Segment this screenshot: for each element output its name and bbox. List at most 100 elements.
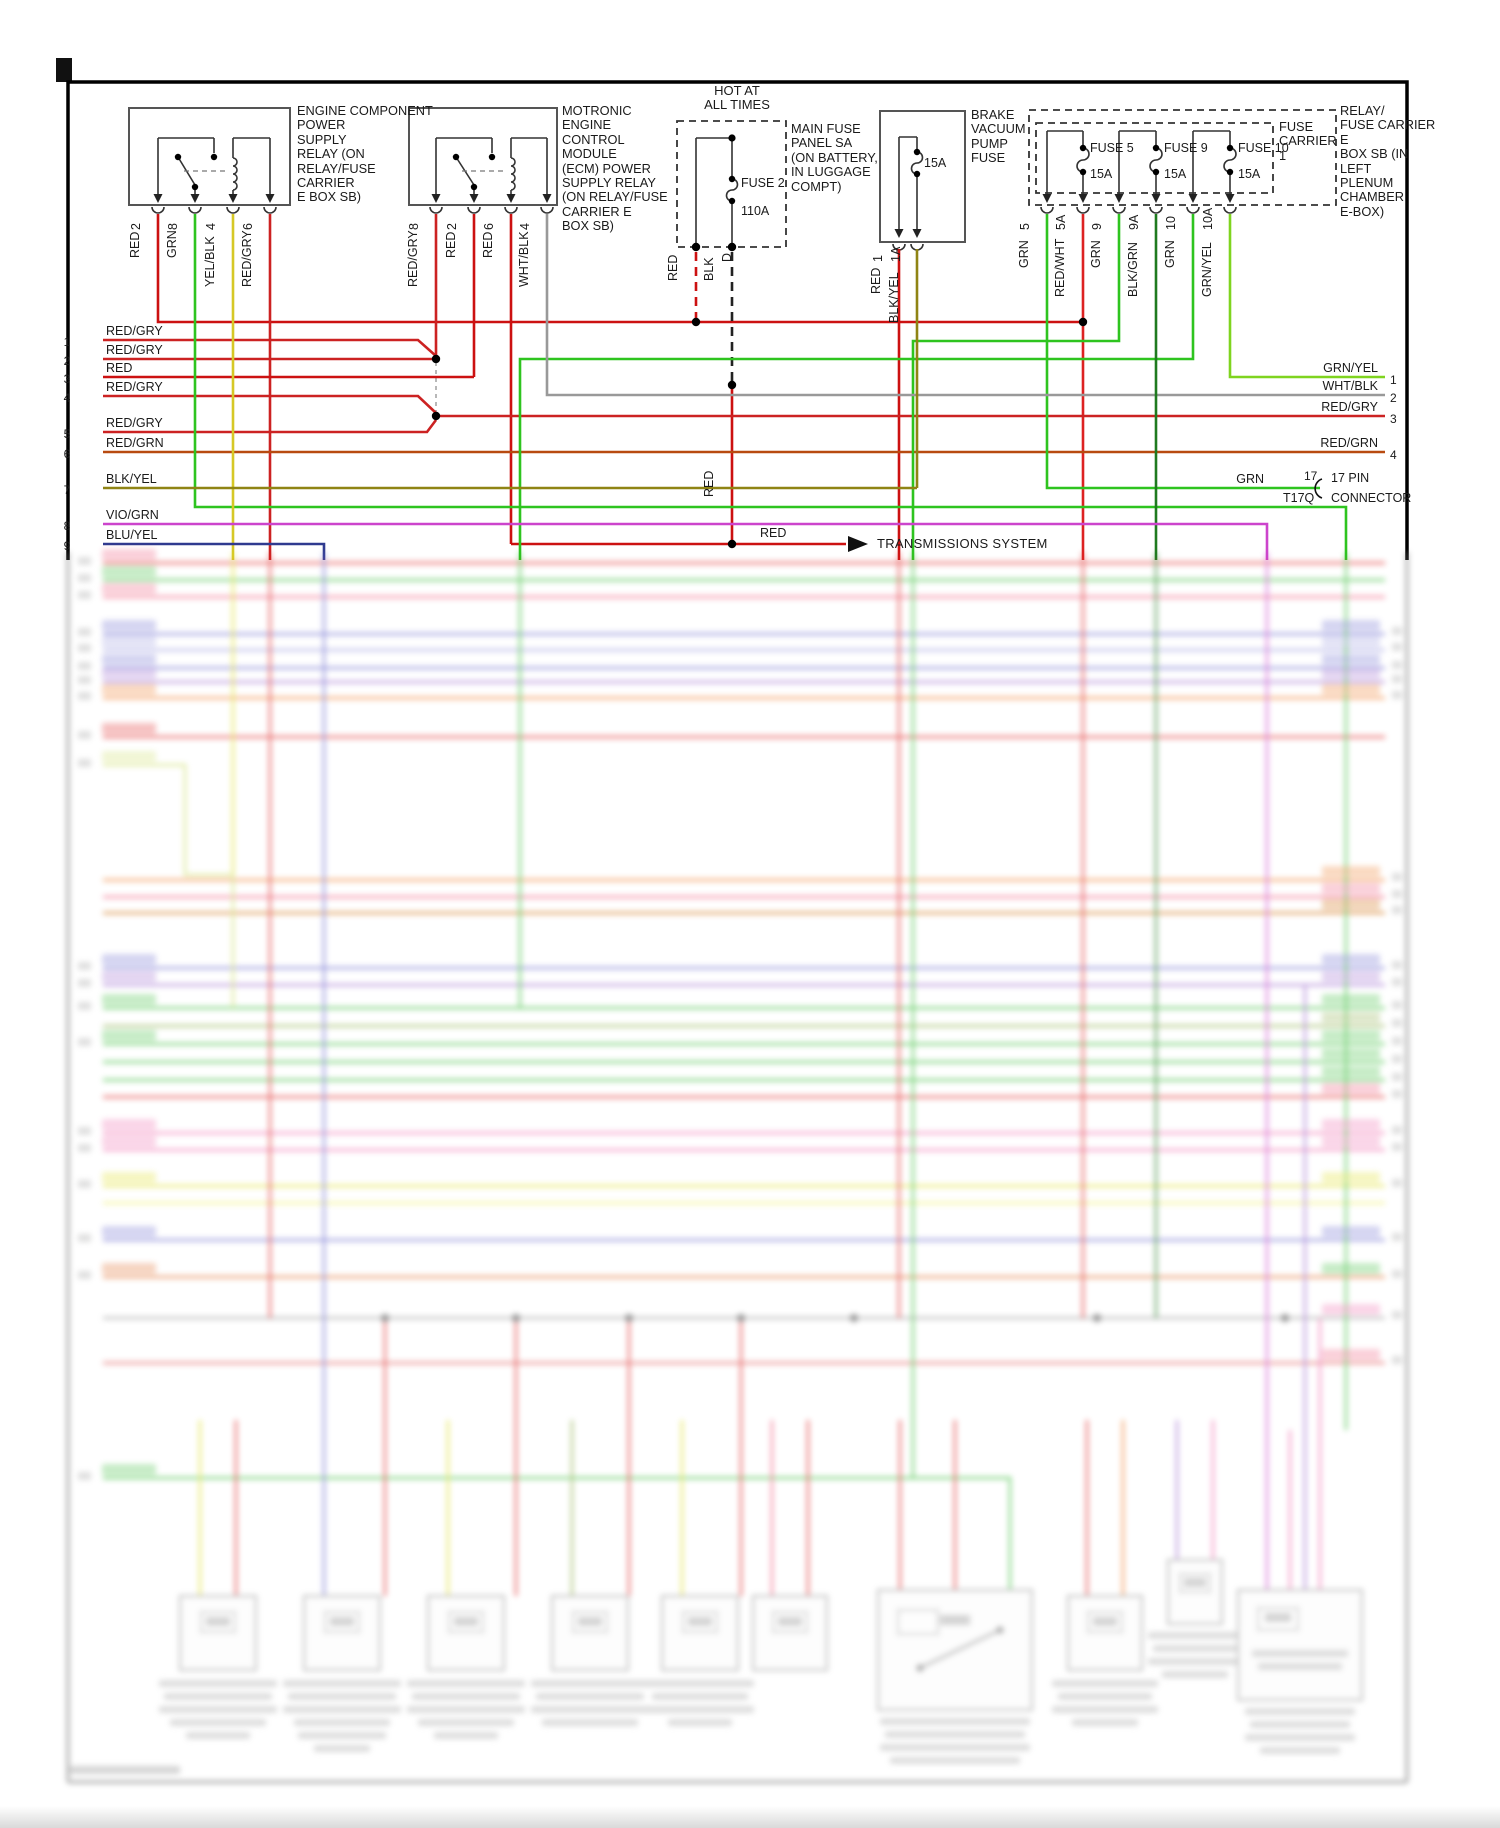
main-fuse-panel-label: MAIN FUSE PANEL SA (ON BATTERY, IN LUGGA… <box>791 121 878 194</box>
blurred-rows <box>103 561 1385 1480</box>
red-branch-label: RED <box>760 526 787 540</box>
component-blurred-9 <box>1148 1559 1242 1678</box>
scan-corner-mark <box>56 58 72 82</box>
wire-grn-fuse9 <box>911 214 1121 560</box>
brake-pump-fuse-rating: 15A <box>924 156 947 170</box>
blurred-junction-dots <box>381 1314 1289 1322</box>
t17q-line1: 17 PIN <box>1331 471 1370 485</box>
component-blurred-8 <box>1052 1595 1158 1726</box>
left-pin-number: 7 <box>63 483 71 497</box>
pin-number: 1 <box>871 255 885 262</box>
wire-label: RED <box>444 231 458 258</box>
wire-label: BLK/GRN <box>1126 242 1140 297</box>
pin-number: 9A <box>1127 214 1141 230</box>
wire-label: GRN <box>165 230 179 258</box>
component-blurred-2 <box>283 1595 401 1752</box>
blurred-copyright <box>70 1766 180 1774</box>
wire-grn-fuse10 <box>518 214 1195 560</box>
brake-pump-fuse-box <box>879 110 966 243</box>
wires <box>103 214 1385 560</box>
right-pin-number: 4 <box>1390 448 1397 462</box>
pin-number: 8 <box>407 223 421 230</box>
schematic-top <box>56 58 1409 560</box>
wire-label: GRN <box>1089 240 1103 268</box>
component-blurred-10 <box>1237 1589 1363 1754</box>
wire-label: GRN/YEL <box>1200 242 1214 297</box>
brake-pump-fuse-label: BRAKE VACUUM PUMP FUSE <box>971 107 1026 166</box>
left-wire-label: RED/GRY <box>106 380 163 394</box>
pin-number: 8 <box>166 223 180 230</box>
pin-number: 5A <box>1054 214 1068 230</box>
fuse-symbols <box>1076 147 1237 173</box>
transmissions-destination-label: TRANSMISSIONS SYSTEM <box>877 536 1048 551</box>
blurred-frame <box>66 552 1409 1784</box>
ecm-relay-box <box>408 107 558 206</box>
wire-label: WHT/BLK <box>517 231 531 287</box>
fuse2-rating: 110A <box>741 204 770 218</box>
left-pin-number: 4 <box>63 391 71 405</box>
component-blurred-1 <box>159 1595 277 1739</box>
wire-label: RED <box>481 231 495 258</box>
right-pin-number: 1 <box>1390 373 1397 387</box>
ecm-relay-label: MOTRONIC ENGINE CONTROL MODULE (ECM) POW… <box>562 103 668 234</box>
wire-label: RED/WHT <box>1053 238 1067 297</box>
fuse-symbol <box>725 178 739 202</box>
left-wire-label: RED <box>106 361 133 375</box>
pin-number: 5 <box>1018 223 1032 230</box>
wire-grn-relay1 <box>193 214 1348 560</box>
pin-number: 2 <box>129 223 143 230</box>
right-wire-label: RED/GRN <box>1320 436 1378 450</box>
engine-relay-label: ENGINE COMPONENT POWER SUPPLY RELAY (ON … <box>297 103 433 205</box>
fuse5-label: FUSE 5 <box>1090 141 1134 155</box>
left-pin-number: 6 <box>63 447 71 461</box>
pin-number: 4 <box>518 223 532 230</box>
pin-number: 1A <box>889 246 903 262</box>
fuse5-rating: 15A <box>1090 167 1113 181</box>
pin-number: 6 <box>482 223 496 230</box>
right-wire-label: WHT/BLK <box>1322 379 1378 393</box>
wire-label: RED/GRY <box>406 230 420 287</box>
left-pin-number: 5 <box>63 427 71 441</box>
component-boxes <box>128 107 966 243</box>
t17q-wire-label: GRN <box>1236 472 1264 486</box>
wire-redgry-group <box>103 214 1385 434</box>
left-wire-label: BLU/YEL <box>106 528 158 542</box>
right-pin-number: 3 <box>1390 412 1397 426</box>
wire-label: RED <box>128 231 142 258</box>
wire-label: GRN <box>1163 240 1177 268</box>
component-blurred-4 <box>531 1595 649 1726</box>
left-pin-number: 8 <box>63 519 71 533</box>
transmissions-arrow-icon <box>848 536 868 552</box>
pin-number: 6 <box>241 223 255 230</box>
blurred-left-pin-numbers <box>78 557 91 1480</box>
wire-red-bus <box>156 214 1083 324</box>
left-pin-number: 3 <box>63 372 71 386</box>
fuse-carrier-outer-box <box>1028 109 1337 206</box>
wire-label: RED <box>869 267 883 294</box>
blurred-right-pin-numbers <box>1392 627 1402 1364</box>
diagram-frame <box>66 80 1409 560</box>
component-blurred-7 <box>877 1589 1033 1764</box>
pin-number: 10 <box>1164 216 1178 230</box>
right-wire-label: GRN/YEL <box>1323 361 1378 375</box>
junction-dots <box>174 134 1234 549</box>
power-source-label: HOT AT ALL TIMES <box>704 83 770 112</box>
pin-connector-arcs <box>151 206 1237 251</box>
coil-symbol <box>510 157 516 191</box>
pin-number: 10A <box>1201 207 1215 230</box>
wire-grn-t17q <box>1045 214 1320 490</box>
right-wire-label: RED/GRY <box>1321 400 1378 414</box>
component-blurred-3 <box>407 1595 525 1739</box>
left-wire-label: RED/GRY <box>106 416 163 430</box>
left-pin-number: 1 <box>63 335 71 349</box>
left-pin-number: 9 <box>63 539 71 553</box>
t17q-pin-number: 17 <box>1304 469 1318 483</box>
wire-label: RED/GRY <box>240 230 254 287</box>
pin-number: D <box>720 252 734 262</box>
blurred-components <box>159 1559 1363 1764</box>
blurred-verticals <box>198 552 1348 1596</box>
pin-number: 2 <box>445 223 459 230</box>
t17q-id: T17Q <box>1283 491 1315 505</box>
left-pin-number: 2 <box>63 354 71 368</box>
coil-symbol <box>232 157 238 191</box>
